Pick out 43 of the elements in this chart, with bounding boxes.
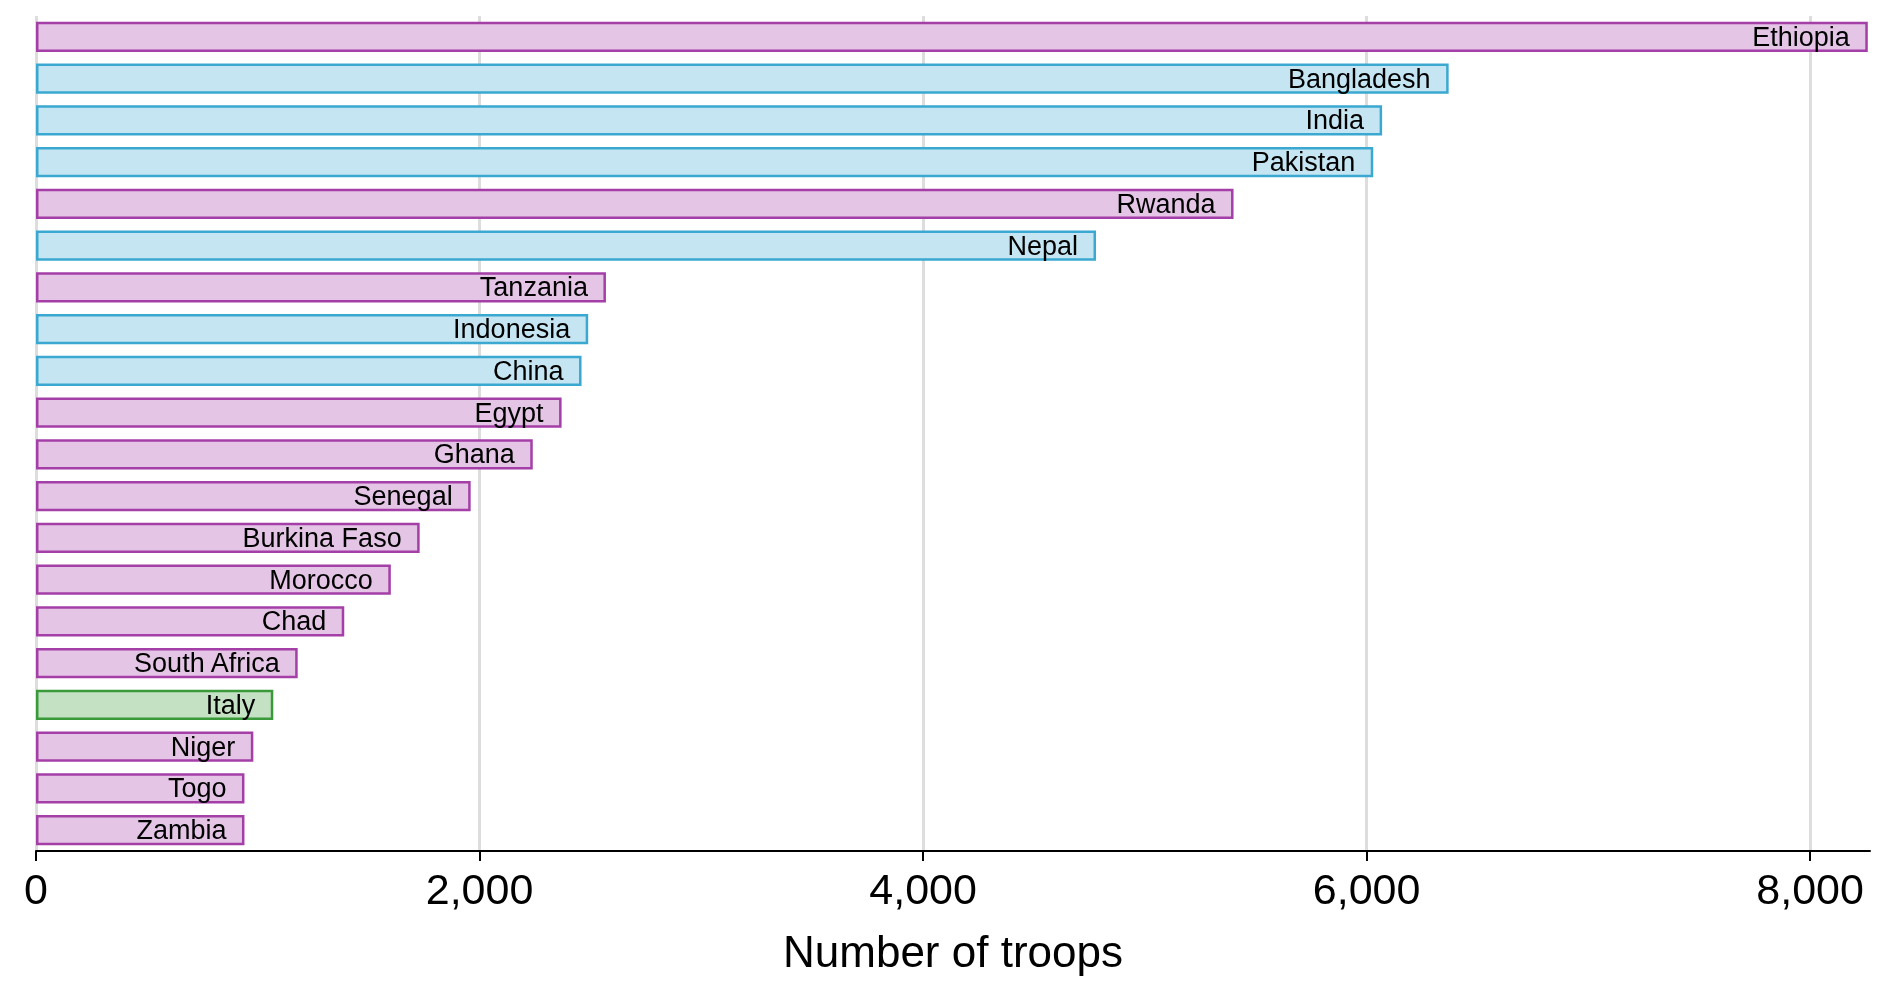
y-tick-label: Togo [167, 773, 227, 804]
bar [36, 397, 562, 428]
bar [36, 606, 345, 637]
bar [36, 773, 245, 804]
bar [36, 21, 1868, 53]
bar [36, 105, 1383, 136]
y-tick-label: Egypt [474, 397, 545, 428]
y-tick-label: India [1305, 105, 1366, 136]
x-tick-label: 2,000 [425, 864, 534, 913]
y-tick-label: Chad [261, 606, 327, 637]
y-tick-label: Niger [170, 731, 236, 762]
y-tick-label: Tanzania [479, 272, 589, 303]
y-tick-label: Indonesia [453, 314, 572, 345]
bar [36, 313, 589, 345]
bar [36, 63, 1449, 94]
bar [36, 439, 533, 470]
y-tick-label: Pakistan [1251, 147, 1356, 178]
x-tick-label: 6,000 [1312, 864, 1421, 913]
y-tick-label: Zambia [136, 815, 228, 846]
y-tick-label: Senegal [353, 481, 453, 512]
y-tick-label: Ghana [433, 439, 516, 470]
x-tick-label: 8,000 [1756, 864, 1864, 913]
y-tick-label: Bangladesh [1288, 63, 1431, 94]
x-tick-label: 0 [24, 864, 48, 913]
bar [36, 689, 274, 721]
bar [36, 480, 471, 512]
y-tick-label: Italy [205, 689, 256, 720]
bar [36, 146, 1374, 178]
bar [36, 564, 391, 595]
y-tick-label: Nepal [1007, 230, 1079, 261]
x-axis-title: Number of troops [783, 926, 1123, 976]
bar [36, 272, 606, 303]
bar [36, 188, 1234, 220]
y-tick-label: Morocco [269, 564, 373, 595]
y-tick-label: South Africa [134, 648, 281, 679]
bar [36, 355, 582, 387]
y-tick-label: China [493, 355, 565, 386]
bar [36, 731, 254, 762]
y-tick-label: Rwanda [1116, 188, 1217, 219]
x-tick-label: 4,000 [869, 864, 977, 913]
y-tick-label: Ethiopia [1752, 21, 1851, 52]
y-tick-label: Burkina Faso [242, 522, 402, 553]
bar [36, 230, 1097, 261]
